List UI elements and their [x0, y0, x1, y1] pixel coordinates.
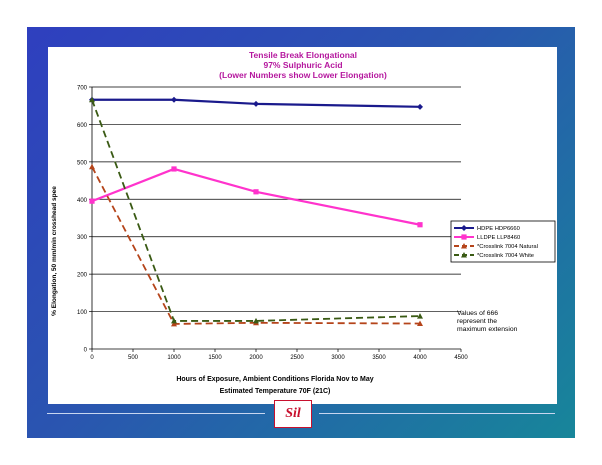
y-axis-label: % Elongation, 50 mm/min crosshead spee — [51, 186, 58, 316]
data-point-crosslink-7004-white-2000 — [253, 317, 259, 324]
footer-line-left — [47, 413, 265, 414]
x-tick-label-3500: 3500 — [372, 355, 386, 361]
x-tick-label-3000: 3000 — [331, 355, 345, 361]
y-tick-label-400: 400 — [77, 198, 88, 204]
legend-label-lldpe-llp8460: LLDPE LLP8460 — [477, 235, 520, 241]
y-tick-label-600: 600 — [77, 123, 88, 129]
x-axis-label-line-2: Estimated Temperature 70F (21C) — [220, 388, 331, 395]
y-tick-label-500: 500 — [77, 160, 88, 166]
data-point-crosslink-7004-natural-4000 — [417, 320, 423, 327]
legend: HDPE HDP6660 LLDPE LLP8460 *Crosslink 7004… — [450, 220, 556, 263]
annotation-line-3: maximum extension — [457, 326, 518, 333]
series-line-hdpe-hdp6660 — [92, 98, 421, 108]
legend-label-crosslink-7004-natural: *Crosslink 7004 Natural — [477, 244, 538, 250]
chart-title: Tensile Break Elongational 97% Sulphuric… — [219, 50, 387, 80]
series-line-crosslink-7004-white — [91, 99, 421, 322]
plot-area: 0 100 200 300 400 500 600 700 0 500 1000 1500 2000 25… — [77, 86, 468, 362]
series-line-lldpe-llp8460 — [91, 167, 421, 226]
y-tick-label-200: 200 — [77, 273, 88, 279]
chart-title-line-3: (Lower Numbers show Lower Elongation) — [219, 70, 387, 80]
legend-label-crosslink-7004-white: *Crosslink 7004 White — [477, 253, 534, 259]
data-point-lldpe-llp8460-1000 — [171, 166, 177, 172]
footer-logo-bar: Sil — [27, 392, 575, 432]
legend-marker-lldpe-llp8460 — [461, 234, 467, 240]
chart-title-line-1: Tensile Break Elongational — [249, 50, 357, 60]
x-tick-label-4000: 4000 — [413, 355, 427, 361]
chart-title-line-2: 97% Sulphuric Acid — [263, 60, 342, 70]
data-point-lldpe-llp8460-4000 — [417, 222, 423, 228]
series-line-crosslink-7004-natural — [91, 166, 421, 325]
footer-line-right — [319, 413, 555, 414]
line-chart: Tensile Break Elongational 97% Sulphuric… — [51, 50, 556, 395]
data-point-lldpe-llp8460-2000 — [253, 189, 259, 195]
data-point-hdpe-hdp6660-1000 — [171, 96, 177, 103]
annotation-line-1: Values of 666 — [457, 310, 498, 317]
legend-marker-crosslink-7004-white — [461, 252, 467, 258]
data-point-crosslink-7004-natural-0 — [89, 163, 95, 170]
x-tick-label-1500: 1500 — [208, 355, 222, 361]
annotation-line-2: represent the — [457, 318, 497, 325]
data-point-crosslink-7004-white-4000 — [417, 313, 423, 319]
x-tick-label-2000: 2000 — [249, 355, 263, 361]
x-tick-label-4500: 4500 — [454, 355, 468, 361]
y-tick-label-300: 300 — [77, 235, 88, 241]
data-point-lldpe-llp8460-0 — [89, 198, 95, 204]
x-tick-label-500: 500 — [128, 355, 139, 361]
data-point-crosslink-7004-natural-1000 — [171, 320, 177, 327]
slide-background: Tensile Break Elongational 97% Sulphuric… — [27, 27, 575, 438]
data-point-crosslink-7004-white-1000 — [171, 317, 177, 324]
y-tick-label-700: 700 — [77, 86, 88, 92]
x-tick-label-2500: 2500 — [290, 355, 304, 361]
x-axis-label: Hours of Exposure, Ambient Conditions Fl… — [176, 376, 373, 383]
legend-label-hdpe-hdp6660: HDPE HDP6660 — [477, 226, 520, 232]
legend-marker-hdpe-hdp6660 — [461, 225, 467, 231]
x-tick-label-1000: 1000 — [167, 355, 181, 361]
company-logo: Sil — [274, 400, 312, 428]
annotation: Values of 666 represent the maximum exte… — [457, 310, 518, 333]
data-point-hdpe-hdp6660-4000 — [417, 103, 423, 110]
legend-marker-crosslink-7004-natural — [461, 243, 467, 249]
x-tick-label-0: 0 — [90, 355, 94, 361]
data-point-crosslink-7004-white-0 — [89, 96, 95, 103]
chart-card: Tensile Break Elongational 97% Sulphuric… — [48, 47, 557, 404]
y-tick-label-100: 100 — [77, 310, 88, 316]
data-point-hdpe-hdp6660-2000 — [253, 100, 259, 107]
y-tick-label-0: 0 — [84, 348, 88, 354]
